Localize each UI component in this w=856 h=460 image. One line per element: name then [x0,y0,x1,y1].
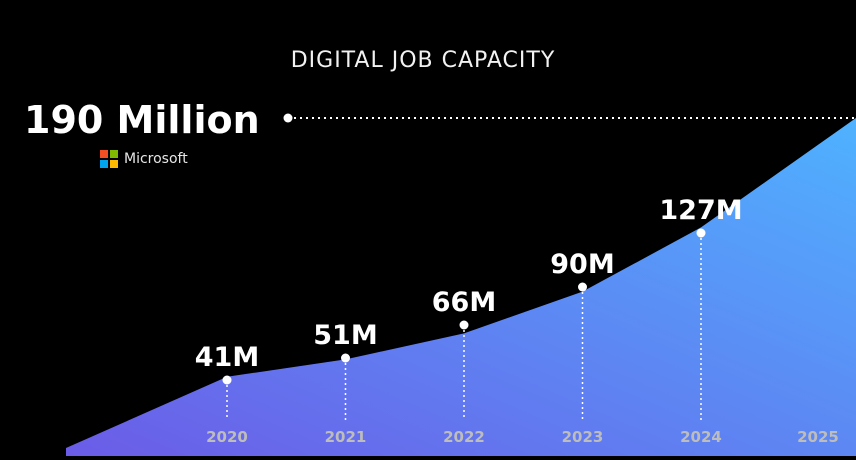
data-point [696,228,706,238]
logo-square-blue [100,160,108,168]
data-point [459,320,469,330]
data-label: 66M [432,287,496,318]
logo-square-green [110,150,118,158]
x-tick-label: 2022 [443,428,485,446]
data-label: 127M [659,195,742,226]
headline-value: 190 Million [24,98,260,142]
data-point [222,375,232,385]
x-tick-label: 2025 [797,428,839,446]
logo-square-red [100,150,108,158]
data-label: 41M [195,342,259,373]
x-tick-label: 2024 [680,428,722,446]
chart-title: DIGITAL JOB CAPACITY [290,48,556,73]
brand-name: Microsoft [124,151,188,167]
data-label: 51M [313,320,377,351]
data-point [578,282,587,292]
logo-square-yellow [110,160,118,168]
x-tick-label: 2021 [325,428,367,446]
x-tick-label: 2023 [562,428,604,446]
data-label: 90M [550,249,614,280]
headline-guide-dot [283,113,293,123]
brand-attribution: Microsoft [100,150,188,168]
area-fill [66,118,856,456]
data-point [341,353,350,363]
microsoft-logo-icon [100,150,118,168]
x-tick-label: 2020 [206,428,248,446]
